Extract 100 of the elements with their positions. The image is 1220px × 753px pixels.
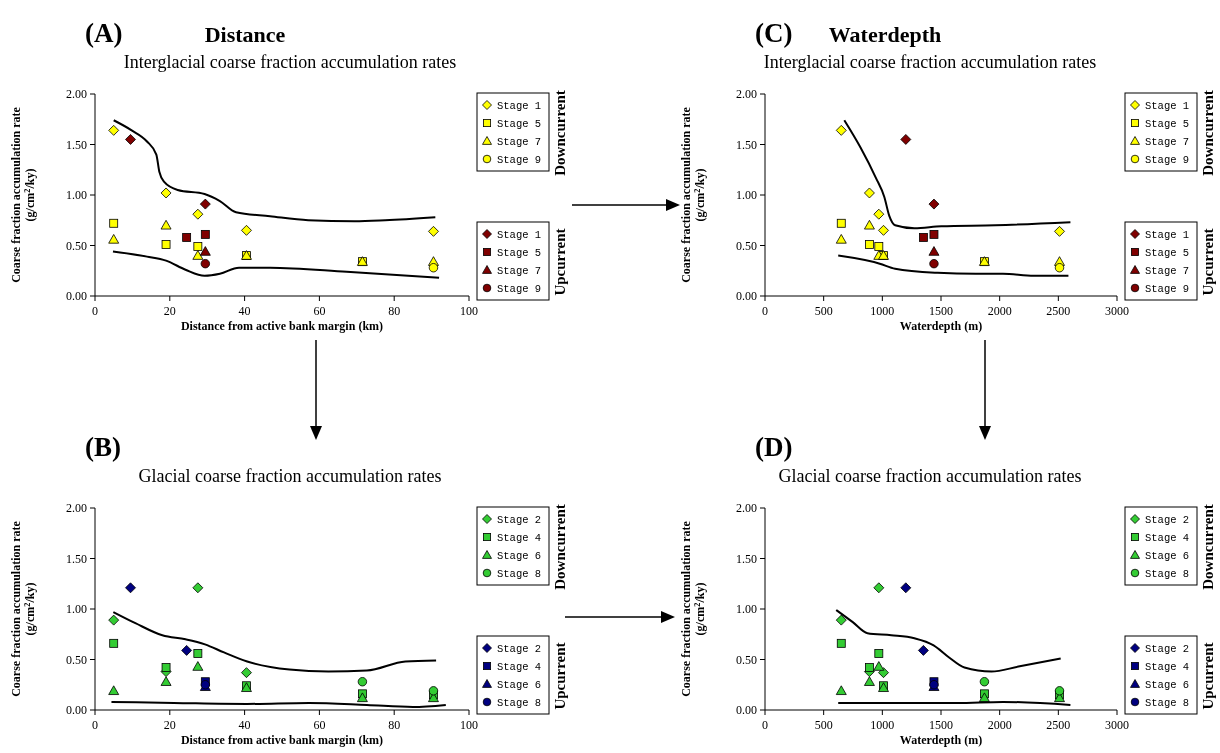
x-tick-label: 500 [814,304,833,318]
text: (D) [755,432,793,462]
x-tick-label: 500 [814,718,833,732]
legend-label: Stage 4 [497,532,542,544]
y-tick-label: 0.00 [736,703,757,717]
text: (B) [85,432,121,462]
legend-label: Stage 1 [497,229,542,241]
legend-label: Stage 7 [1145,136,1190,148]
chart-title: Glacial coarse fraction accumulation rates [138,466,442,486]
y-tick-label: 2.00 [736,501,757,515]
legend-label: Stage 2 [1145,643,1190,655]
x-tick-label: 20 [163,718,176,732]
legend-label: Stage 7 [1145,265,1190,277]
y-tick-label: 0.50 [66,652,87,667]
x-axis-title: Distance from active bank margin (km) [180,319,384,333]
text: Upcurrent [552,228,568,296]
text: Downcurrent [1200,504,1216,590]
y-tick-label: 1.00 [66,602,87,616]
x-tick-label: 80 [388,718,401,732]
x-tick-label: 20 [163,304,176,318]
chart-title: Interglacial coarse fraction accumulation rates [763,52,1097,72]
x-tick-label: 60 [313,718,326,732]
legend-label: Stage 9 [1145,154,1190,166]
legend-label: Stage 4 [497,661,542,673]
legend-label: Stage 5 [1145,247,1190,259]
legend-label: Stage 9 [497,154,542,166]
legend-label: Stage 5 [1145,118,1190,130]
legend-label: Stage 6 [1145,550,1190,562]
x-tick-label: 0 [762,304,768,318]
legend-label: Stage 6 [497,550,542,562]
x-tick-label: 40 [238,718,251,732]
y-tick-label: 0.00 [66,703,87,717]
legend-label: Stage 5 [497,247,542,259]
x-tick-label: 2500 [1046,304,1071,318]
legend-label: Stage 8 [497,697,542,709]
legend-label: Stage 6 [1145,679,1190,691]
legend-label: Stage 1 [1145,229,1190,241]
legend-label: Stage 5 [497,118,542,130]
x-tick-label: 2000 [987,718,1012,732]
x-tick-label: 0 [92,718,98,732]
legend-label: Stage 6 [497,679,542,691]
x-tick-label: 2500 [1046,718,1071,732]
chart-title: Glacial coarse fraction accumulation rates [778,466,1082,486]
legend-label: Stage 8 [1145,568,1190,580]
legend-label: Stage 7 [497,136,542,148]
text: Downcurrent [552,90,568,176]
x-tick-label: 60 [313,304,326,318]
legend-label: Stage 8 [497,568,542,580]
legend-label: Stage 9 [1145,283,1190,295]
x-axis-title: Waterdepth (m) [899,733,983,747]
text: Upcurrent [552,642,568,710]
x-tick-label: 1500 [929,304,953,318]
x-tick-label: 3000 [1105,718,1129,732]
y-tick-label: 0.00 [736,289,757,303]
x-tick-label: 0 [762,718,768,732]
x-tick-label: 100 [460,304,478,318]
legend-label: Stage 4 [1145,661,1190,673]
y-tick-label: 0.00 [66,289,87,303]
x-tick-label: 1000 [870,304,895,318]
text: (C) [755,18,793,48]
x-tick-label: 1500 [929,718,953,732]
legend-label: Stage 8 [1145,697,1190,709]
legend-label: Stage 9 [497,283,542,295]
y-tick-label: 1.50 [736,551,757,566]
legend-label: Stage 2 [497,643,542,655]
text: Downcurrent [552,504,568,590]
y-tick-label: 1.50 [736,137,757,152]
y-tick-label: 2.00 [66,87,87,101]
text: Upcurrent [1200,228,1216,296]
legend-label: Stage 7 [497,265,542,277]
y-tick-label: 1.00 [66,188,87,202]
x-axis-title: Waterdepth (m) [899,319,983,333]
legend-label: Stage 2 [497,514,542,526]
x-tick-label: 1000 [870,718,895,732]
y-tick-label: 1.50 [66,137,87,152]
y-tick-label: 0.50 [66,238,87,253]
y-tick-label: 0.50 [736,652,757,667]
text: (A) [85,18,123,48]
legend-label: Stage 4 [1145,532,1190,544]
text: Distance [204,22,286,47]
x-tick-label: 0 [92,304,98,318]
legend-label: Stage 2 [1145,514,1190,526]
x-axis-title: Distance from active bank margin (km) [180,733,384,747]
x-tick-label: 100 [460,718,478,732]
y-tick-label: 2.00 [736,87,757,101]
legend-label: Stage 1 [1145,100,1190,112]
y-tick-label: 0.50 [736,238,757,253]
x-tick-label: 40 [238,304,251,318]
text: Downcurrent [1200,90,1216,176]
x-tick-label: 3000 [1105,304,1129,318]
x-tick-label: 2000 [987,304,1012,318]
text: Upcurrent [1200,642,1216,710]
y-tick-label: 2.00 [66,501,87,515]
legend-label: Stage 1 [497,100,542,112]
y-tick-label: 1.00 [736,188,757,202]
y-tick-label: 1.00 [736,602,757,616]
x-tick-label: 80 [388,304,401,318]
y-tick-label: 1.50 [66,551,87,566]
chart-title: Interglacial coarse fraction accumulation rates [123,52,457,72]
text: Waterdepth [828,22,942,47]
